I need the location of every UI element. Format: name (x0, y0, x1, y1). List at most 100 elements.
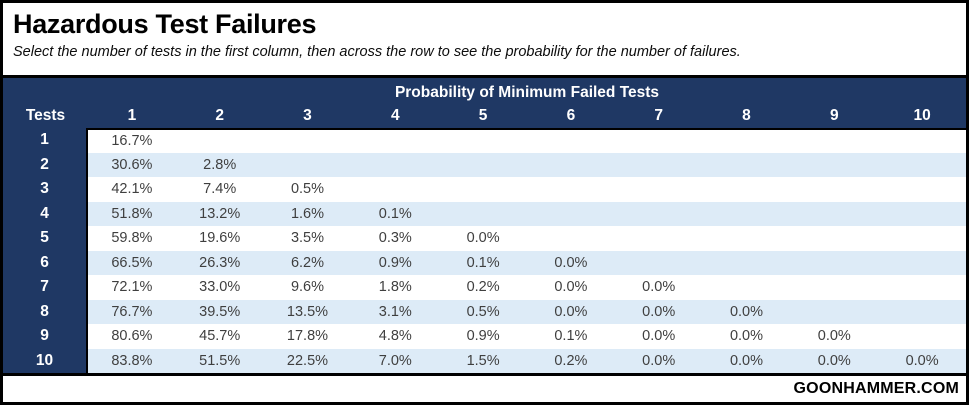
cell-tests9-failures8: 0.0% (729, 328, 764, 345)
table-row-1: 1 16.7% (3, 128, 966, 153)
cell-tests3-failures1: 42.1% (111, 181, 153, 198)
cell-tests3-failures9 (790, 177, 878, 202)
table-row-3: 3 42.1% 7.4% 0.5% (3, 177, 966, 202)
cell-tests1-failures8 (702, 128, 791, 153)
page-title: Hazardous Test Failures (13, 9, 317, 39)
cell-tests2-failures4 (351, 153, 439, 178)
cell-tests3-failures5 (439, 177, 527, 202)
cell-tests1-failures6 (527, 128, 615, 153)
cell-tests5-failures1: 59.8% (111, 230, 153, 247)
table-header: Probability of Minimum Failed Tests Test… (3, 78, 966, 128)
cell-tests8-failures5: 0.5% (466, 303, 500, 320)
cell-tests6-failures2: 26.3% (199, 254, 241, 271)
brand-text: GOONHAMMER.COM (793, 380, 959, 397)
cell-tests5-failures3: 3.5% (290, 230, 325, 247)
cell-tests6-failures9 (790, 251, 878, 276)
table-row-8: 8 76.7% 39.5% 13.5% 3.1% 0.5% 0.0% 0.0% 0.0% (3, 299, 966, 325)
cell-tests6-failures4: 0.9% (378, 254, 412, 271)
cell-tests4-failures4: 0.1% (378, 205, 412, 222)
table-row-7: 7 72.1% 33.0% 9.6% 1.8% 0.2% 0.0% 0.0% (3, 275, 966, 300)
cell-tests9-failures5: 0.9% (466, 328, 500, 345)
cell-tests7-failures9 (790, 275, 878, 300)
cell-tests4-failures6 (527, 202, 615, 227)
cell-tests5-failures9 (790, 226, 878, 251)
row-header-1[interactable]: 1 (3, 128, 88, 153)
cell-tests4-failures5 (439, 202, 527, 227)
cell-tests2-failures2: 2.8% (203, 156, 237, 173)
cell-tests10-failures8: 0.0% (729, 352, 764, 369)
cell-tests2-failures7 (615, 153, 703, 178)
column-header-1: 1 (127, 106, 137, 124)
cell-tests4-failures9 (790, 202, 878, 227)
row-header-4[interactable]: 4 (3, 201, 88, 226)
cell-tests1-failures1: 16.7% (88, 128, 176, 153)
cell-tests3-failures3: 0.5% (290, 181, 325, 198)
cell-tests1-failures7 (614, 128, 703, 153)
row-header-7[interactable]: 7 (3, 275, 88, 300)
row-header-9[interactable]: 9 (3, 324, 88, 349)
cell-tests9-failures1: 80.6% (111, 328, 153, 345)
cell-tests8-failures3: 13.5% (286, 303, 329, 320)
title-block: Hazardous Test Failures Select the numbe… (3, 3, 966, 78)
column-header-10: 10 (913, 106, 931, 124)
cell-tests10-failures6: 0.2% (554, 352, 588, 369)
table-row-4: 4 51.8% 13.2% 1.6% 0.1% (3, 201, 966, 227)
table-row-10: 10 83.8% 51.5% 22.5% 7.0% 1.5% 0.2% 0.0% 0.0% 0.0… (3, 348, 966, 373)
cell-tests9-failures3: 17.8% (286, 328, 329, 345)
cell-tests7-failures6: 0.0% (554, 279, 588, 296)
page-subtitle: Select the number of tests in the first … (13, 44, 741, 60)
cell-tests7-failures4: 1.8% (378, 279, 412, 296)
cell-tests2-failures3 (264, 153, 352, 178)
column-header-3: 3 (303, 106, 312, 124)
column-header-row: Tests 1 2 3 4 5 6 7 8 9 10 (3, 103, 966, 128)
cell-tests10-failures5: 1.5% (466, 352, 500, 369)
cell-tests3-failures2: 7.4% (203, 181, 237, 198)
row-header-5[interactable]: 5 (3, 226, 88, 251)
row-header-8[interactable]: 8 (3, 299, 88, 324)
cell-tests8-failures4: 3.1% (378, 303, 412, 320)
column-header-6: 6 (566, 106, 576, 124)
cell-tests5-failures8 (703, 226, 791, 251)
cell-tests3-failures8 (703, 177, 791, 202)
row-header-6[interactable]: 6 (3, 250, 88, 275)
table-row-9: 9 80.6% 45.7% 17.8% 4.8% 0.9% 0.1% 0.0% 0.0% 0.0% (3, 324, 966, 349)
cell-tests9-failures7: 0.0% (642, 328, 676, 345)
row-header-3[interactable]: 3 (3, 177, 88, 202)
cell-tests6-failures7 (615, 251, 703, 276)
cell-tests1-failures9 (790, 128, 879, 153)
cell-tests9-failures6: 0.1% (554, 328, 588, 345)
table-row-5: 5 59.8% 19.6% 3.5% 0.3% 0.0% (3, 226, 966, 251)
spanning-header-row: Probability of Minimum Failed Tests (3, 78, 966, 103)
cell-tests10-failures2: 51.5% (199, 352, 241, 369)
cell-tests7-failures10 (878, 275, 966, 300)
cell-tests9-failures10 (878, 324, 966, 349)
spanning-header: Probability of Minimum Failed Tests (394, 84, 660, 101)
cell-tests8-failures9 (790, 300, 878, 325)
row-header-10[interactable]: 10 (3, 348, 88, 373)
cell-tests7-failures7: 0.0% (642, 279, 676, 296)
cell-tests3-failures6 (527, 177, 615, 202)
cell-tests5-failures7 (615, 226, 703, 251)
cell-tests2-failures9 (790, 153, 878, 178)
cell-tests4-failures1: 51.8% (111, 205, 153, 222)
column-header-4: 4 (390, 106, 400, 124)
cell-tests9-failures2: 45.7% (199, 328, 241, 345)
cell-tests8-failures10 (878, 300, 966, 325)
cell-tests7-failures2: 33.0% (199, 279, 241, 296)
cell-tests2-failures5 (439, 153, 527, 178)
table-row-6: 6 66.5% 26.3% 6.2% 0.9% 0.1% 0.0% (3, 250, 966, 276)
cell-tests1-failures4 (351, 128, 440, 153)
cell-tests2-failures8 (703, 153, 791, 178)
cell-tests10-failures4: 7.0% (378, 352, 412, 369)
row-header-2[interactable]: 2 (3, 152, 88, 177)
cell-tests3-failures7 (615, 177, 703, 202)
cell-tests8-failures6: 0.0% (554, 303, 588, 320)
cell-tests6-failures10 (878, 251, 966, 276)
cell-tests5-failures5: 0.0% (466, 230, 500, 247)
cell-tests4-failures8 (703, 202, 791, 227)
column-header-8: 8 (742, 106, 751, 124)
cell-tests4-failures10 (878, 202, 966, 227)
cell-tests4-failures2: 13.2% (199, 205, 241, 222)
cell-tests3-failures4 (351, 177, 439, 202)
cell-tests9-failures9: 0.0% (817, 328, 851, 345)
